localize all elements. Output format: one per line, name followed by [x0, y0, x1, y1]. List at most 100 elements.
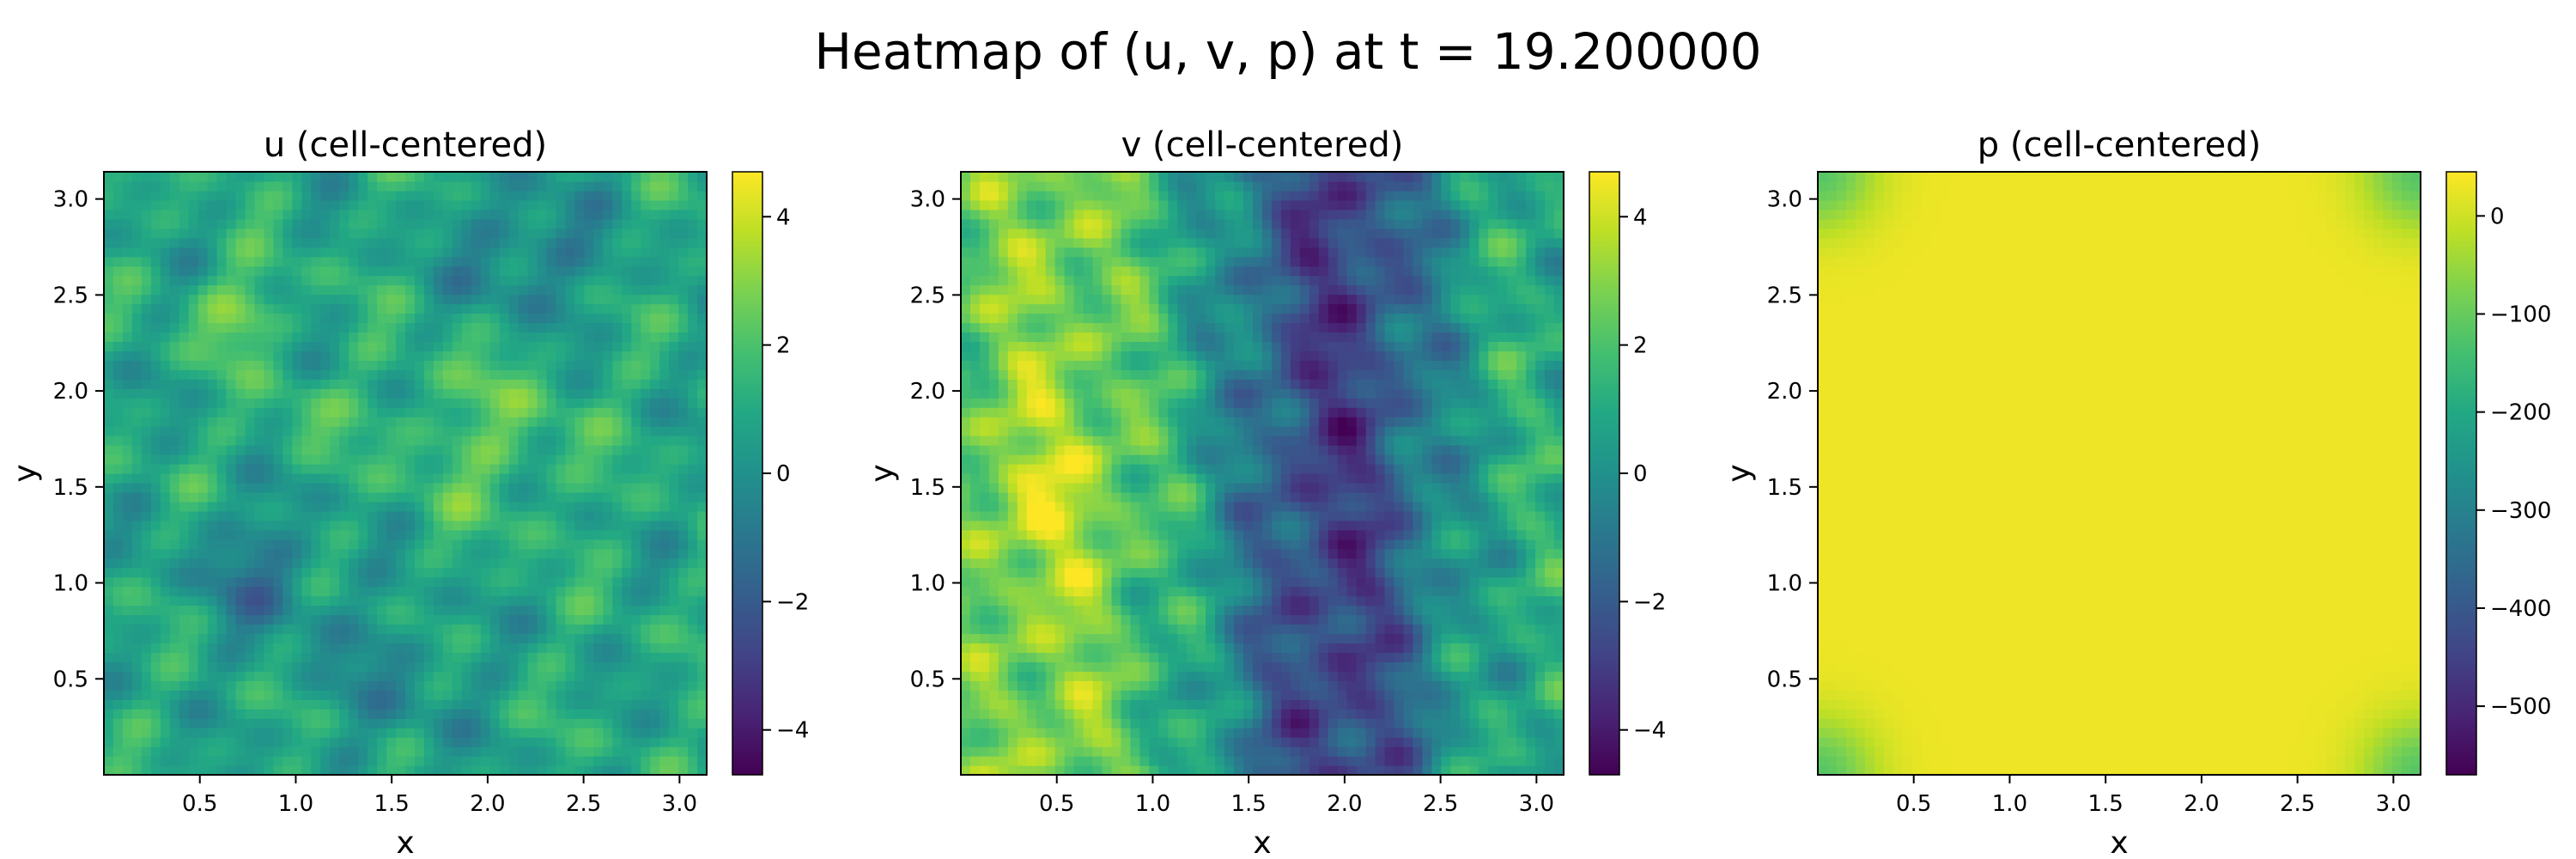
- heatmap-cell: [603, 624, 613, 635]
- heatmap-cell: [169, 180, 180, 192]
- heatmap-cell: [612, 539, 623, 550]
- heatmap-cell: [584, 172, 594, 182]
- heatmap-cell: [537, 445, 548, 455]
- heatmap-cell: [650, 482, 660, 493]
- heatmap-cell: [330, 699, 340, 710]
- heatmap-cell: [179, 690, 190, 700]
- heatmap-cell: [235, 398, 246, 408]
- heatmap-cell: [235, 454, 246, 465]
- heatmap-cell: [226, 661, 237, 672]
- heatmap-cell: [273, 464, 284, 474]
- heatmap-cell: [603, 652, 613, 662]
- heatmap-cell: [1158, 709, 1169, 719]
- heatmap-cell: [442, 454, 453, 465]
- heatmap-cell: [301, 680, 312, 691]
- heatmap-cell: [377, 557, 387, 569]
- heatmap-cell: [688, 539, 698, 550]
- heatmap-cell: [226, 284, 237, 295]
- heatmap-cell: [433, 709, 444, 719]
- heatmap-cell: [339, 360, 349, 370]
- heatmap-cell: [349, 284, 359, 295]
- heatmap-cell: [593, 247, 604, 258]
- heatmap-cell: [593, 180, 604, 192]
- heatmap-cell: [320, 765, 331, 776]
- heatmap-cell: [480, 369, 491, 380]
- heatmap-cell: [961, 680, 971, 691]
- heatmap-cell: [1234, 718, 1244, 728]
- heatmap-cell: [264, 690, 275, 700]
- heatmap-cell: [405, 699, 416, 710]
- heatmap-cell: [423, 728, 434, 738]
- heatmap-cell: [377, 595, 387, 606]
- heatmap-cell: [1299, 756, 1310, 766]
- heatmap-cell: [377, 765, 387, 776]
- heatmap-cell: [650, 332, 660, 343]
- y-tick-label: 1.0: [53, 571, 88, 597]
- heatmap-cell: [273, 491, 284, 503]
- heatmap-cell: [669, 746, 679, 757]
- heatmap-cell: [556, 322, 567, 333]
- heatmap-cell: [631, 247, 641, 258]
- heatmap-cell: [603, 709, 613, 719]
- heatmap-cell: [1102, 643, 1113, 654]
- heatmap-cell: [301, 557, 312, 569]
- heatmap-cell: [188, 369, 199, 380]
- heatmap-cell: [612, 709, 623, 719]
- heatmap-cell: [556, 756, 567, 766]
- heatmap-cell: [1280, 718, 1291, 728]
- heatmap-cell: [1460, 690, 1470, 700]
- heatmap-cell: [349, 699, 359, 710]
- heatmap-cell: [1384, 728, 1395, 738]
- heatmap-cell: [386, 454, 397, 465]
- heatmap-cell: [1394, 699, 1405, 710]
- heatmap-cell: [546, 256, 557, 267]
- heatmap-cell: [349, 671, 359, 681]
- heatmap-cell: [245, 501, 256, 512]
- heatmap-cell: [641, 557, 651, 569]
- heatmap-cell: [988, 756, 999, 766]
- heatmap-cell: [169, 190, 180, 201]
- heatmap-cell: [489, 180, 501, 192]
- heatmap-cell: [489, 379, 501, 389]
- heatmap-cell: [264, 756, 275, 766]
- heatmap-cell: [273, 765, 284, 776]
- heatmap-cell: [160, 586, 171, 597]
- heatmap-cell: [104, 491, 114, 503]
- heatmap-cell: [508, 756, 519, 766]
- heatmap-cell: [452, 624, 463, 635]
- heatmap-cell: [160, 680, 171, 691]
- heatmap-cell: [104, 426, 114, 436]
- heatmap-cell: [546, 350, 557, 361]
- heatmap-cell: [622, 595, 632, 606]
- heatmap-cell: [1356, 746, 1367, 757]
- heatmap-cell: [969, 746, 981, 757]
- heatmap-cell: [245, 746, 256, 757]
- heatmap-cell: [565, 237, 576, 248]
- heatmap-cell: [169, 567, 180, 578]
- heatmap-cell: [235, 417, 246, 427]
- heatmap-cell: [320, 190, 331, 201]
- heatmap-cell: [377, 388, 387, 399]
- heatmap-cell: [650, 322, 660, 333]
- heatmap-cell: [292, 765, 302, 776]
- heatmap-cell: [330, 218, 340, 229]
- heatmap-cell: [1215, 690, 1225, 700]
- heatmap-cell: [1469, 765, 1479, 776]
- heatmap-cell: [104, 180, 114, 192]
- heatmap-cell: [122, 586, 133, 597]
- heatmap-cell: [688, 247, 698, 258]
- heatmap-cell: [188, 436, 199, 446]
- heatmap-cell: [301, 379, 312, 389]
- heatmap-cell: [461, 209, 472, 220]
- heatmap-cell: [537, 690, 548, 700]
- heatmap-cell: [141, 265, 152, 277]
- heatmap-cell: [1045, 680, 1056, 691]
- heatmap-cell: [461, 576, 472, 588]
- heatmap-cell: [603, 294, 613, 305]
- heatmap-cell: [546, 228, 557, 239]
- heatmap-cell: [368, 445, 378, 455]
- heatmap-cell: [122, 218, 133, 229]
- heatmap-cell: [292, 454, 302, 465]
- heatmap-cell: [179, 228, 190, 239]
- heatmap-cell: [631, 228, 641, 239]
